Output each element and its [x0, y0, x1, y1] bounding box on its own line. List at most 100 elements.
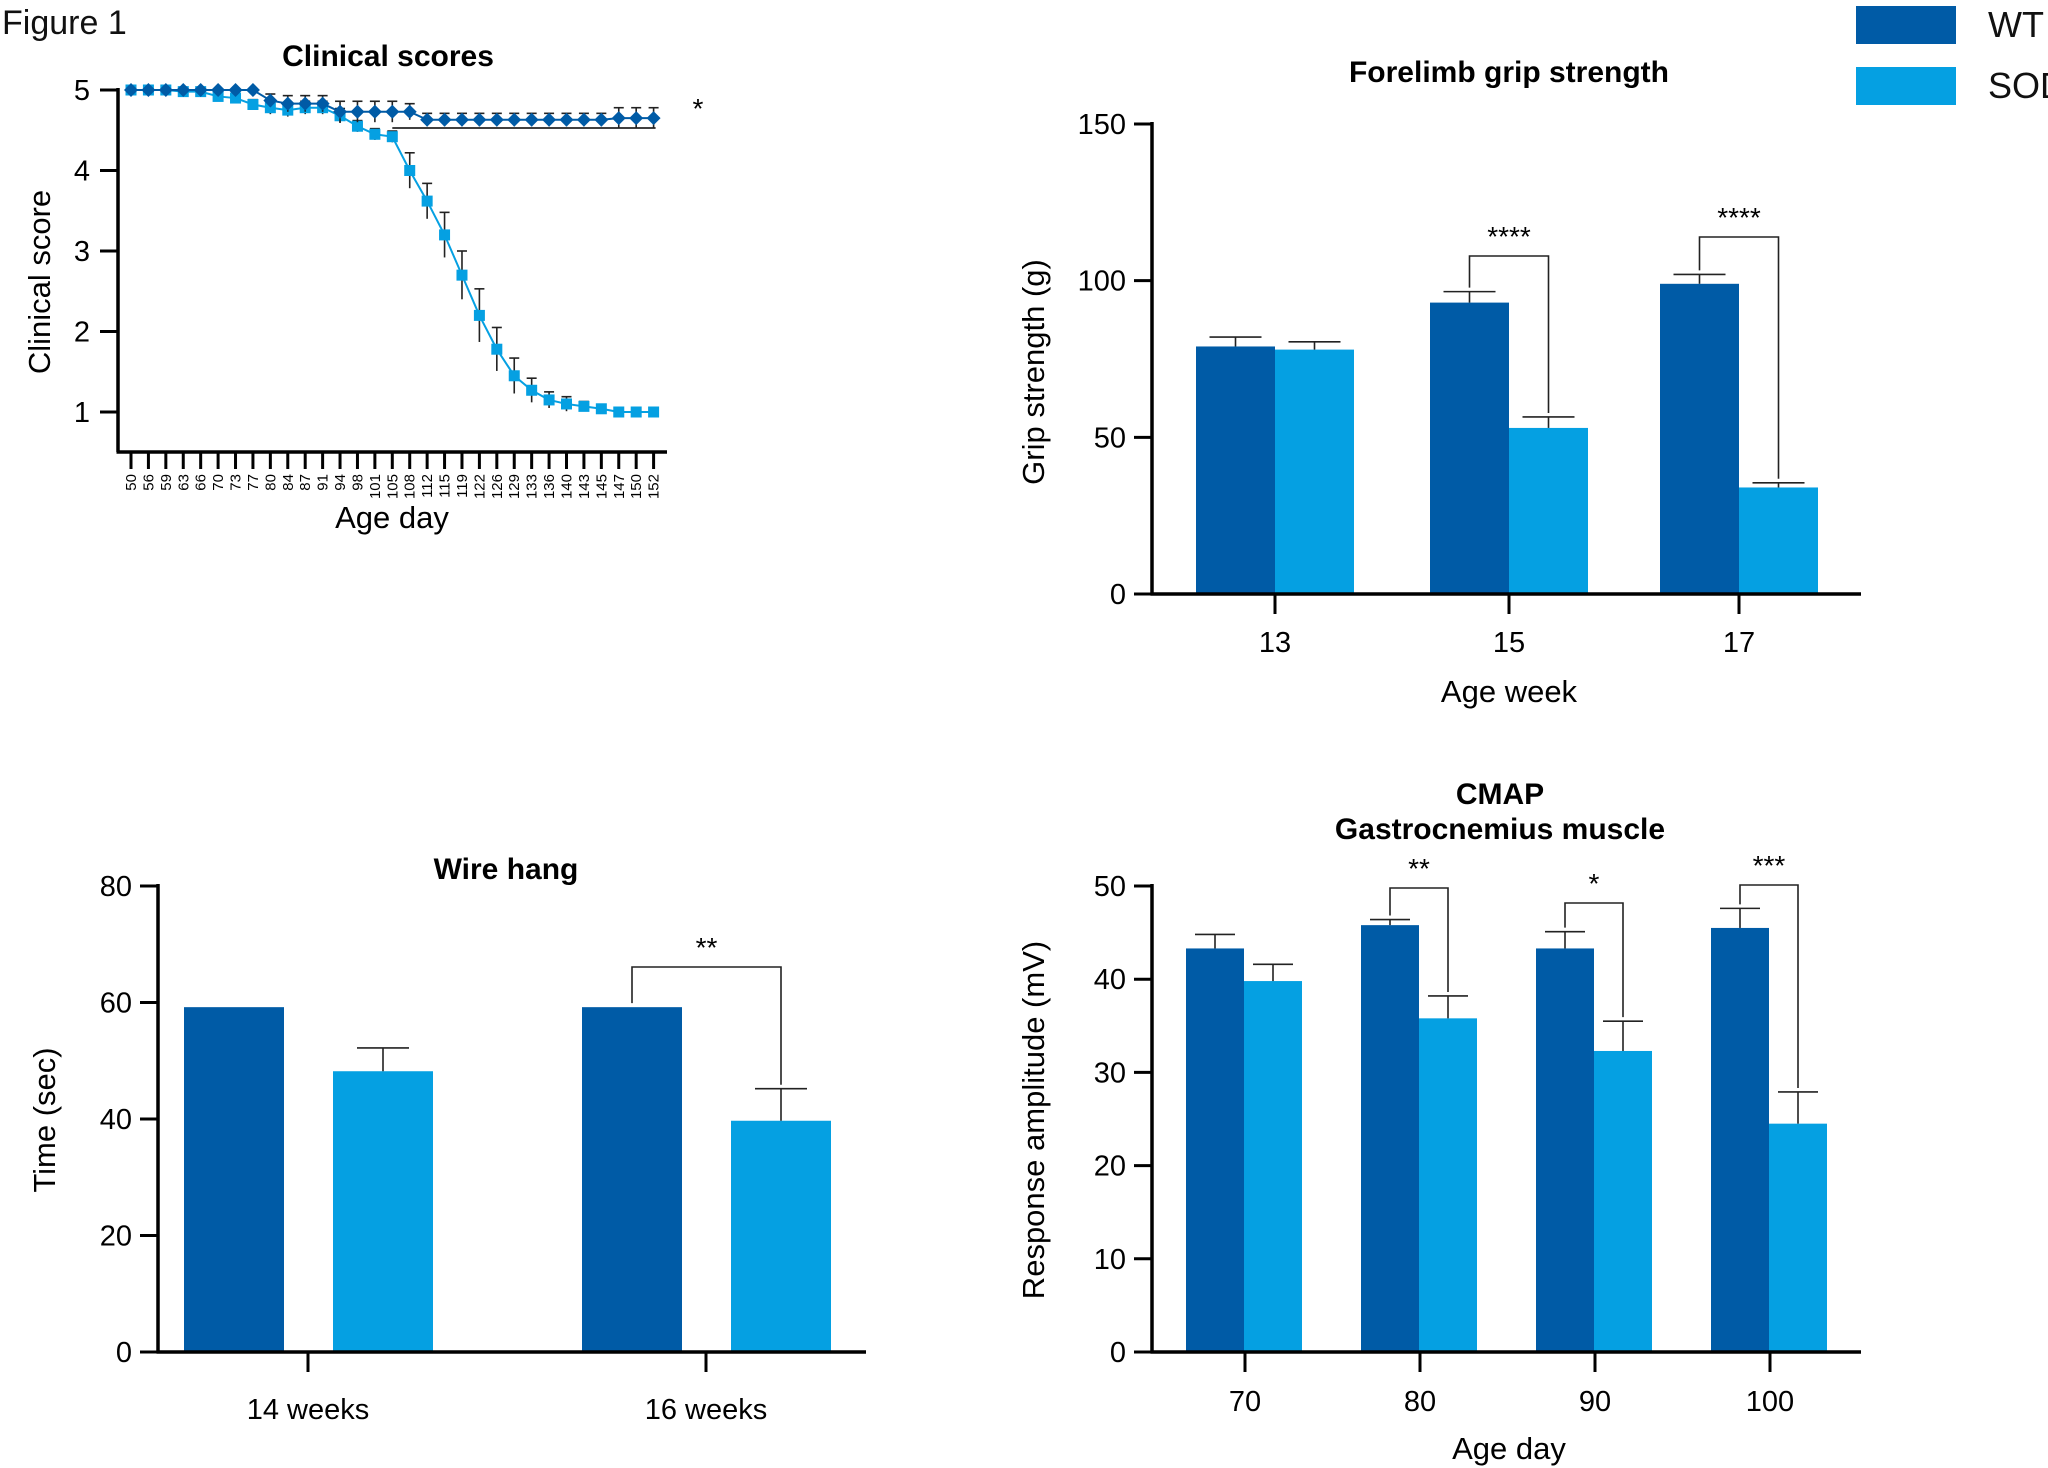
clinical-sod1-point — [578, 400, 590, 412]
clinical-x-tick-label: 112 — [419, 474, 436, 498]
clinical-x-tick-label: 101 — [367, 474, 384, 499]
clinical-wt-point — [542, 112, 557, 127]
wire-sig-label: ** — [696, 932, 718, 963]
clinical-x-tick-label: 73 — [228, 474, 245, 491]
clinical-wt-point — [333, 104, 348, 119]
grip-x-tick-label: 15 — [1493, 627, 1525, 659]
clinical-x-tick-label: 94 — [332, 474, 349, 491]
wire-y-tick-label: 20 — [100, 1221, 132, 1253]
clinical-wt-point — [420, 112, 435, 127]
clinical-wt-point — [124, 83, 138, 97]
clinical-x-tick-label: 56 — [140, 474, 157, 491]
clinical-x-tick-label: 80 — [262, 474, 279, 491]
clinical-wt-point — [576, 112, 591, 127]
wire-y-label: Time (sec) — [27, 1047, 62, 1192]
clinical-sig-label: * — [693, 93, 704, 124]
grip-y-label: Grip strength (g) — [1016, 259, 1051, 485]
legend-item-sod1: SOD1 — [1856, 67, 2048, 111]
cmap-bar-wt — [1361, 925, 1419, 1352]
clinical-wt-point — [228, 83, 243, 97]
clinical-wt-point — [298, 96, 313, 111]
clinical-sod1-point — [404, 165, 416, 176]
cmap-x-label: Age day — [1452, 1431, 1566, 1466]
wire-y-tick-label: 0 — [116, 1337, 132, 1369]
clinical-wt-point — [559, 112, 574, 127]
legend-item-wt: WT — [1856, 6, 2048, 50]
cmap-y-label: Response amplitude (mV) — [1016, 941, 1051, 1299]
grip-y-tick-label: 150 — [1078, 109, 1126, 141]
cmap-subtitle: Gastrocnemius muscle — [1335, 813, 1665, 846]
wire-sig-bracket — [631, 966, 782, 1085]
grip-sig-label: **** — [1717, 202, 1761, 233]
clinical-wt-point — [385, 104, 400, 119]
clinical-x-tick-label: 145 — [593, 474, 610, 499]
clinical-sod1-point — [369, 128, 381, 140]
clinical-x-tick-label: 122 — [471, 474, 488, 499]
cmap-x-tick-label: 80 — [1404, 1386, 1436, 1418]
clinical-x-tick-label: 59 — [158, 474, 175, 491]
wire-x-tick-label: 14 weeks — [247, 1394, 370, 1426]
grip-y-tick-label: 0 — [1110, 579, 1126, 611]
cmap-y-tick-label: 0 — [1110, 1337, 1126, 1369]
grip-sig-bracket — [1698, 236, 1780, 479]
clinical-x-tick-label: 150 — [628, 474, 645, 499]
clinical-sod1-point — [491, 343, 503, 355]
clinical-wt-point — [594, 112, 609, 127]
clinical-wt-point — [454, 112, 469, 127]
clinical-x-tick-label: 77 — [245, 474, 262, 491]
grip-sig-bracket — [1468, 255, 1550, 413]
wire-y-tick-label: 60 — [100, 988, 132, 1020]
grip-bar-wt — [1430, 302, 1509, 594]
figure-label: Figure 1 — [2, 4, 127, 42]
clinical-wt-point — [245, 83, 260, 97]
clinical-x-tick-label: 91 — [315, 474, 332, 491]
cmap-bar-sod1 — [1594, 1050, 1652, 1352]
clinical-sod1-point — [230, 92, 242, 104]
clinical-sod1-point — [421, 195, 433, 207]
grip-bar-sod1 — [1509, 427, 1588, 594]
wire-title: Wire hang — [434, 853, 579, 886]
clinical-wt-point — [437, 112, 452, 127]
clinical-wt-point — [263, 93, 278, 108]
clinical-sod1-point — [613, 406, 625, 418]
clinical-sod1-point — [386, 131, 398, 143]
wire-bar-wt — [184, 1007, 284, 1352]
clinical-x-tick-label: 133 — [524, 474, 541, 499]
grip-y-tick-label: 100 — [1078, 266, 1126, 298]
clinical-sod1-point — [439, 229, 451, 241]
clinical-x-tick-label: 66 — [193, 474, 210, 491]
grip-bar-sod1 — [1275, 349, 1354, 594]
clinical-wt-point — [193, 83, 208, 97]
wire-y-tick-label: 40 — [100, 1104, 132, 1136]
clinical-x-tick-label: 63 — [175, 474, 192, 491]
cmap-x-tick-label: 70 — [1229, 1386, 1261, 1418]
cmap-title: CMAP — [1456, 778, 1544, 811]
clinical-x-tick-label: 140 — [559, 474, 576, 499]
clinical-sod1-point — [648, 406, 660, 418]
cmap-sig-label: * — [1589, 868, 1600, 899]
cmap-bar-wt — [1711, 927, 1769, 1352]
clinical-sod1-point — [508, 370, 520, 382]
clinical-wt-point — [158, 83, 173, 97]
clinical-wt-point — [646, 111, 661, 126]
cmap-sig-label: *** — [1753, 850, 1786, 881]
clinical-wt-point — [211, 83, 226, 97]
clinical-x-tick-label: 84 — [280, 474, 297, 491]
clinical-x-tick-label: 105 — [384, 474, 401, 499]
cmap-bar-sod1 — [1244, 981, 1302, 1352]
clinical-x-tick-label: 108 — [402, 474, 419, 499]
grip-title: Forelimb grip strength — [1349, 56, 1669, 89]
legend-swatch-sod1 — [1856, 67, 1956, 105]
clinical-wt-point — [350, 104, 365, 119]
clinical-wt-point — [507, 112, 522, 127]
clinical-y-tick-label: 2 — [74, 317, 90, 349]
cmap-bar-wt — [1536, 948, 1594, 1352]
grip-x-label: Age week — [1441, 674, 1578, 709]
cmap-bar-sod1 — [1419, 1018, 1477, 1352]
cmap-sig-label: ** — [1408, 853, 1430, 884]
cmap-bar-sod1 — [1769, 1123, 1827, 1352]
legend-label-sod1: SOD1 — [1988, 65, 2048, 106]
grip-bar-sod1 — [1739, 487, 1818, 594]
wire-bar-wt — [582, 1007, 682, 1352]
